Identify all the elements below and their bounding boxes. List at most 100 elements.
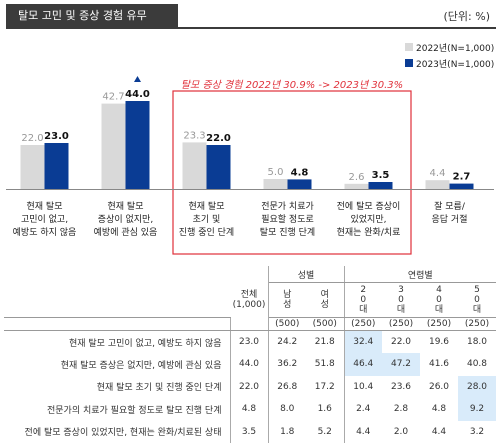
table-cell: 46.4	[344, 353, 382, 376]
col-n-2: (500)	[306, 318, 344, 331]
category-label-3-1: 필요할 정도로	[261, 213, 314, 225]
table-cell: 22.0	[382, 331, 420, 354]
value-label-2022-5: 4.4	[430, 168, 446, 179]
value-label-2022-2: 23.3	[183, 130, 205, 141]
value-label-2023-4: 3.5	[372, 170, 390, 181]
bar-2022-1	[102, 104, 126, 189]
row-label: 현재 탈모 고민이 없고, 예방도 하지 않음	[4, 331, 230, 354]
value-label-2022-0: 22.0	[21, 133, 43, 144]
row-label: 현재 탈모 증상은 없지만, 예방에 관심 있음	[4, 353, 230, 376]
table-cell: 22.0	[230, 376, 268, 399]
group-gender: 성별	[268, 266, 344, 283]
bar-2022-2	[183, 142, 207, 189]
value-label-2023-0: 23.0	[44, 131, 69, 142]
legend-label-1: 2023년(N=1,000)	[416, 59, 494, 70]
category-label-0-0: 현재 탈모	[27, 201, 63, 212]
category-label-3-2: 탈모 진행 단계	[260, 226, 315, 238]
category-label-2-2: 진행 중인 단계	[179, 226, 234, 238]
table-cell: 47.2	[382, 353, 420, 376]
group-age: 연령별	[344, 266, 496, 283]
category-label-5-1: 응답 거절	[432, 213, 468, 225]
col-n-4: (250)	[382, 318, 420, 331]
col-n-5: (250)	[420, 318, 458, 331]
legend-swatch-1	[405, 59, 413, 67]
table-cell: 24.2	[268, 331, 306, 354]
table-cell: 4.4	[344, 421, 382, 443]
col-n-6: (250)	[458, 318, 496, 331]
table-cell: 9.2	[458, 398, 496, 421]
value-label-2022-1: 42.7	[102, 92, 124, 103]
table-cell: 4.4	[420, 421, 458, 443]
table-corner	[4, 266, 230, 318]
bar-2022-4	[345, 184, 369, 189]
bar-2023-1	[126, 101, 150, 189]
table-cell: 44.0	[230, 353, 268, 376]
category-label-2-0: 현재 탈모	[189, 201, 225, 212]
bar-2023-3	[288, 179, 312, 189]
header: 탈모 고민 및 증상 경험 유무 (단위: %)	[0, 0, 500, 30]
category-label-4-0: 전에 탈모 증상이	[337, 201, 401, 212]
category-label-1-1: 증상이 없지만,	[98, 214, 153, 225]
value-label-2023-2: 22.0	[206, 133, 231, 144]
table-cell: 4.8	[230, 398, 268, 421]
table-cell: 51.8	[306, 353, 344, 376]
row-label: 전문가의 치료가 필요할 정도로 탈모 진행 단계	[4, 398, 230, 421]
table-cell: 5.2	[306, 421, 344, 443]
bar-2023-2	[207, 145, 231, 189]
title-underline	[6, 27, 496, 29]
table-cell: 19.6	[420, 331, 458, 354]
table-cell: 32.4	[344, 331, 382, 354]
table-cell: 1.6	[306, 398, 344, 421]
category-label-0-1: 고민이 없고,	[21, 214, 68, 225]
category-label-3-0: 전문가 치료가	[261, 200, 314, 212]
col-n-0: (1,000)	[233, 300, 266, 310]
table-cell: 10.4	[344, 376, 382, 399]
category-label-2-1: 초기 및	[193, 213, 221, 225]
bar-2022-0	[21, 145, 45, 189]
value-label-2023-3: 4.8	[291, 167, 309, 178]
annotation-text: 탈모 증상 경험 2022년 30.9% -> 2023년 30.3%	[181, 79, 403, 91]
increase-marker-icon	[134, 76, 141, 82]
table-cell: 3.2	[458, 421, 496, 443]
table-cell: 26.0	[420, 376, 458, 399]
table-cell: 23.6	[382, 376, 420, 399]
col-total-header: 전체(1,000)	[230, 266, 268, 331]
page-title: 탈모 고민 및 증상 경험 유무	[6, 4, 178, 28]
legend-label-0: 2022년(N=1,000)	[416, 43, 494, 54]
value-label-2023-5: 2.7	[453, 172, 471, 183]
bar-2022-5	[426, 180, 450, 189]
col-n-1: (500)	[268, 318, 306, 331]
legend-swatch-0	[405, 43, 413, 51]
row-label: 현재 탈모 초기 및 진행 중인 단계	[4, 376, 230, 399]
table-cell: 2.4	[344, 398, 382, 421]
category-label-1-2: 예방에 관심 있음	[94, 226, 158, 238]
table-cell: 36.2	[268, 353, 306, 376]
col-n-3: (250)	[344, 318, 382, 331]
bar-2023-5	[450, 184, 474, 189]
table-corner-bottom	[4, 318, 230, 331]
table-cell: 23.0	[230, 331, 268, 354]
category-label-5-0: 잘 모름/	[434, 200, 466, 212]
table-cell: 21.8	[306, 331, 344, 354]
table-cell: 8.0	[268, 398, 306, 421]
table-cell: 17.2	[306, 376, 344, 399]
table-cell: 1.8	[268, 421, 306, 443]
value-label-2022-4: 2.6	[349, 172, 365, 183]
table-cell: 40.8	[458, 353, 496, 376]
category-label-4-2: 현재는 완화/치료	[337, 226, 401, 238]
category-label-0-2: 예방도 하지 않음	[13, 227, 77, 238]
table-cell: 2.0	[382, 421, 420, 443]
unit-label: (단위: %)	[444, 8, 490, 24]
table-cell: 26.8	[268, 376, 306, 399]
